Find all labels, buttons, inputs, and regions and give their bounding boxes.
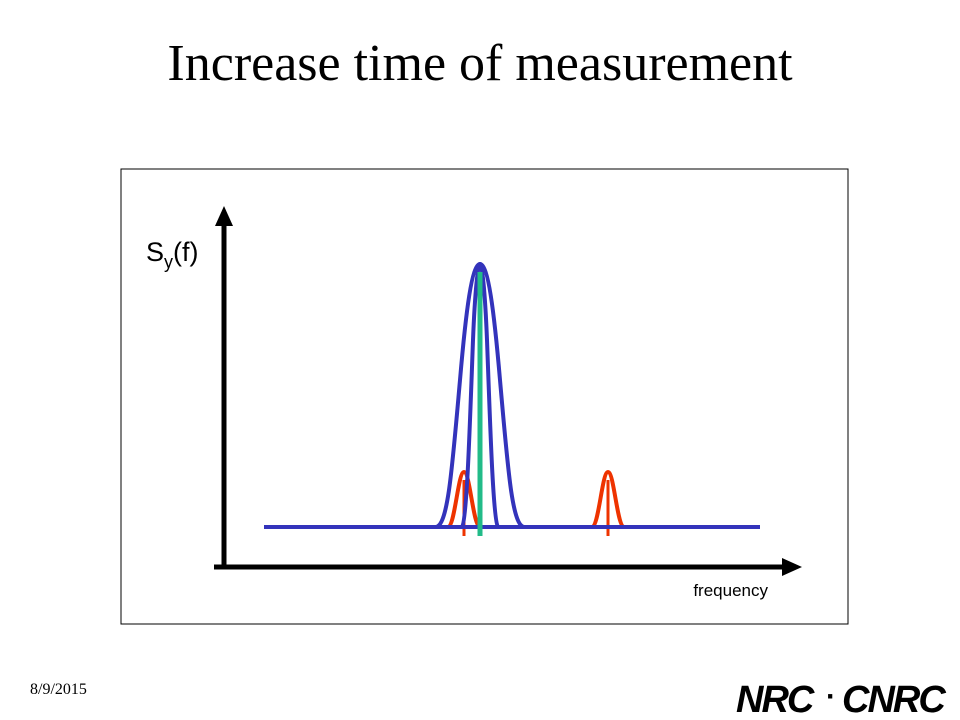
y-axis-arrowhead	[215, 206, 233, 226]
y-label-main: S	[146, 237, 164, 267]
y-label-tail: (f)	[173, 237, 198, 267]
slide-title: Increase time of measurement	[167, 35, 793, 92]
y-axis-label: Sy(f)	[146, 237, 199, 272]
x-axis-label: frequency	[693, 581, 768, 600]
narrow-peak-right	[548, 469, 660, 529]
wide-peak-inner	[460, 261, 500, 529]
slide-date: 8/9/2015	[30, 681, 87, 698]
y-label-subscript: y	[164, 252, 173, 272]
x-axis-arrowhead	[782, 558, 802, 576]
narrow-peak-left	[404, 469, 520, 529]
nrc-cnrc-logo: NRC · CNRC	[736, 679, 948, 720]
logo-text-right: CNRC	[842, 679, 946, 720]
logo-text-left: NRC	[736, 679, 815, 720]
logo-separator: ·	[826, 680, 836, 713]
diagram-frame	[120, 168, 849, 625]
